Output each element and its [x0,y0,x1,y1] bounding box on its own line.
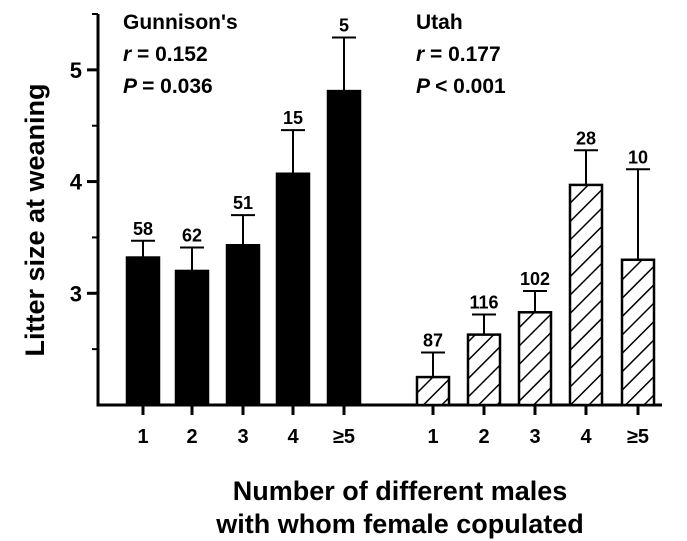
x-tick-label: 4 [287,426,299,448]
x-tick-label: ≥5 [333,426,355,448]
group-title: Utah [416,11,463,34]
x-tick-label: 2 [478,426,489,448]
bar [125,256,161,407]
x-tick-label: 4 [580,426,592,448]
r-statistic: r = 0.152 [123,43,208,66]
bar [568,183,604,407]
group-title: Gunnison's [123,11,238,34]
bar [275,172,311,407]
x-tick-label: 3 [237,426,248,448]
p-statistic: P = 0.036 [123,75,213,98]
x-tick-label: 1 [137,426,148,448]
bar [415,375,451,407]
y-axis-title: Litter size at weaning [20,83,50,356]
data-label: 87 [423,330,443,350]
x-tick-label: 3 [529,426,540,448]
data-label: 58 [133,219,153,239]
bar [326,89,362,407]
bar [517,311,553,407]
bar [174,269,210,407]
data-label: 5 [339,15,349,35]
y-tick-label: 4 [70,170,83,195]
x-tick-label: ≥5 [627,426,649,448]
data-label: 15 [283,108,303,128]
data-label: 10 [628,147,648,167]
data-label: 116 [469,293,498,313]
y-tick-label: 3 [70,281,82,306]
data-label: 28 [576,128,596,148]
data-label: 102 [520,269,550,289]
bar [466,333,502,407]
data-label: 62 [182,225,202,245]
p-statistic: P < 0.001 [416,75,506,98]
labels: 1 58 2 62 3 51 4 15 ≥5 5 Gunnison's r = 0.152 P = 0.… [123,11,649,448]
y-tick-label: 5 [70,58,82,83]
x-axis-title-line1: Number of different males [233,476,568,506]
x-tick-label: 2 [186,426,197,448]
bar [225,243,261,407]
bars [125,36,656,407]
r-statistic: r = 0.177 [416,43,501,66]
data-label: 51 [233,193,253,213]
x-tick-label: 1 [427,426,438,448]
bar [620,258,656,407]
x-axis-title-line2: with whom female copulated [215,509,584,539]
